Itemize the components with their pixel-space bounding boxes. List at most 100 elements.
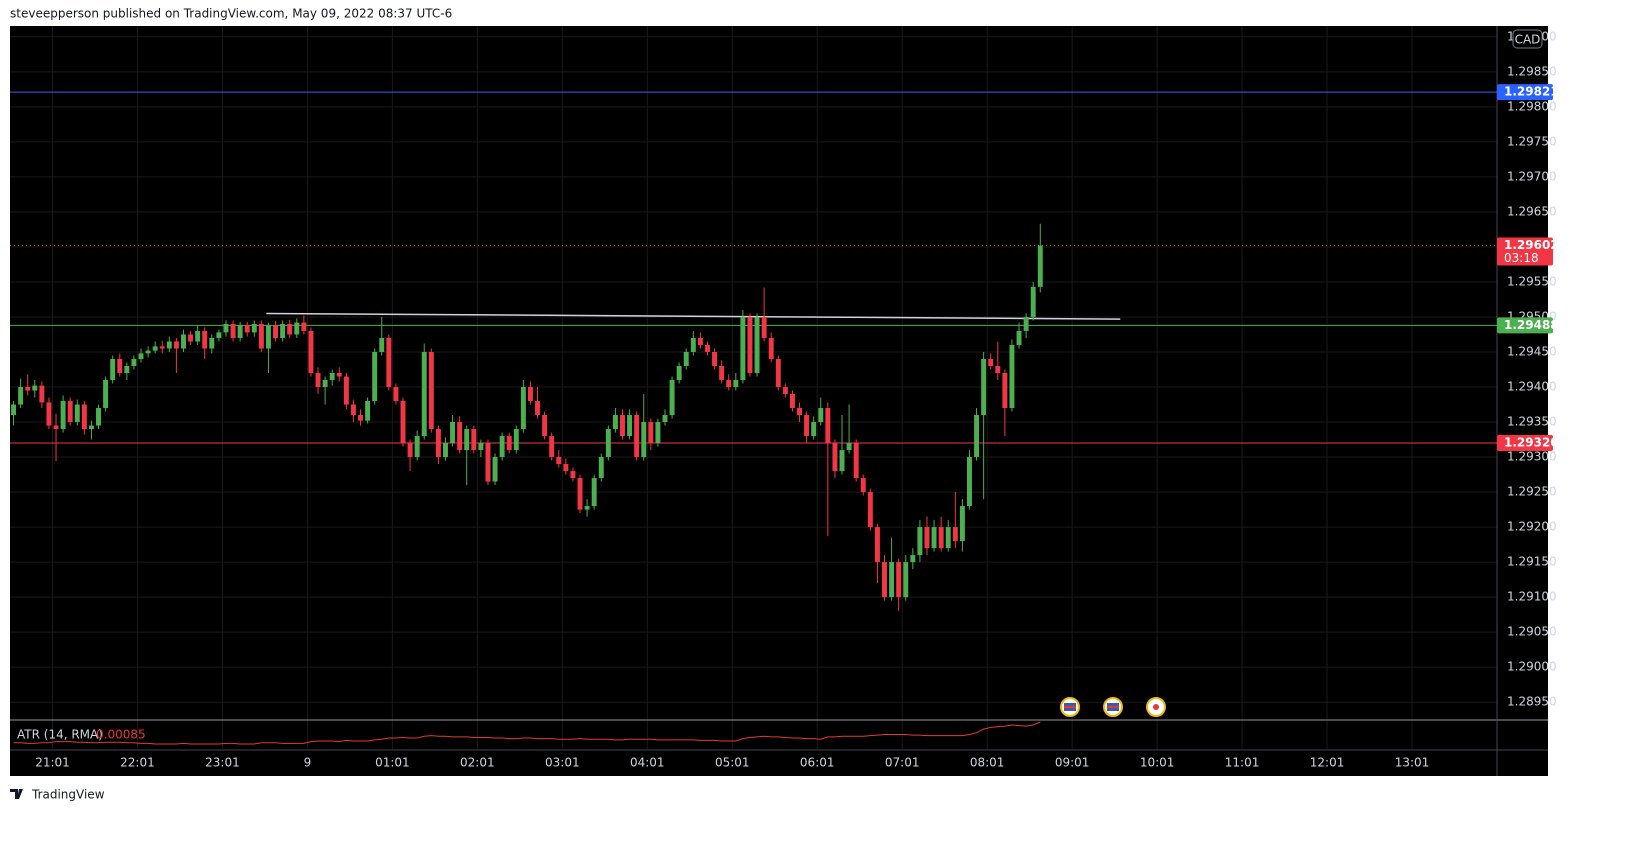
candle-body [535, 401, 541, 416]
y-tick-label: 1.29550 [1507, 274, 1557, 288]
candle-body [81, 404, 87, 430]
y-tick-label: 1.29450 [1507, 344, 1557, 358]
candle-body [400, 401, 406, 444]
candle-body [407, 443, 413, 458]
candle-body [513, 429, 519, 451]
event-icons [1060, 697, 1166, 717]
candle-body [938, 527, 944, 549]
candle-body [853, 443, 859, 479]
candle-body [428, 351, 434, 430]
candle-body [365, 401, 371, 421]
y-tick-label: 1.29250 [1507, 485, 1557, 499]
candle-body [889, 562, 895, 598]
currency: CAD [1515, 33, 1541, 47]
candle-body [549, 436, 555, 458]
candle-body [386, 337, 392, 388]
candle-body [230, 323, 236, 338]
candle-body [542, 415, 548, 437]
y-tick-label: 1.29300 [1507, 450, 1557, 464]
candle-body [839, 450, 845, 472]
candle-body [506, 436, 512, 451]
candle-body [216, 332, 222, 338]
candle-body [627, 415, 633, 437]
candle-body [117, 358, 123, 373]
candle-body [25, 387, 31, 391]
candle-body [690, 337, 696, 352]
price-badge [1497, 237, 1553, 266]
candle-body [974, 415, 980, 458]
candle-body [1023, 316, 1029, 331]
x-tick-label: 04:01 [630, 756, 665, 770]
candle-body [818, 408, 824, 423]
candle-body [280, 323, 286, 338]
candle-body [322, 380, 328, 388]
candle-body [138, 353, 144, 359]
candle-body [952, 527, 958, 542]
candle-body [527, 387, 533, 402]
x-tick-label: 10:01 [1140, 756, 1175, 770]
candle-body [103, 380, 109, 409]
currency-badge [1512, 29, 1543, 49]
candle-body [258, 323, 264, 349]
candle-body [620, 415, 625, 437]
candle-body [457, 422, 463, 451]
header: steveepperson published on TradingView.c… [10, 7, 452, 21]
candle-body [874, 527, 880, 563]
y-tick-label: 1.29150 [1507, 555, 1557, 569]
candle-body [1009, 344, 1015, 409]
price-badge [1497, 435, 1553, 452]
candle-body [704, 344, 710, 352]
candle-body [11, 404, 17, 416]
y-tick-label: 1.29000 [1507, 660, 1557, 674]
candle-body [591, 478, 597, 507]
atr-value: 0.00085 [96, 728, 146, 742]
x-tick-label: 07:01 [885, 756, 920, 770]
candle-body [995, 365, 1001, 373]
candle-body [131, 358, 137, 366]
candle-body [719, 365, 725, 381]
logo [10, 789, 23, 799]
x-tick-label: 09:01 [1055, 756, 1090, 770]
candle-body [450, 422, 456, 444]
candle-body [740, 316, 746, 381]
candle-body [754, 316, 760, 373]
candle-body [761, 316, 767, 338]
candle-body [485, 443, 491, 482]
x-tick-label: 12:01 [1310, 756, 1345, 770]
y-tick-label: 1.28950 [1507, 695, 1557, 709]
candle-body [648, 422, 654, 444]
candle-body [775, 358, 781, 388]
candle-body [910, 555, 916, 563]
candle-body [343, 376, 349, 405]
candle-body [336, 373, 342, 377]
x-tick-label: 01:01 [375, 756, 410, 770]
candle-body [46, 402, 52, 426]
candle-body [768, 337, 774, 359]
candle-body [712, 351, 718, 366]
candle-body [520, 387, 526, 430]
y-tick-label: 1.29850 [1507, 64, 1557, 78]
candle-body [789, 394, 795, 409]
candle-body [896, 562, 902, 598]
candle-body [294, 322, 300, 335]
candle-body [251, 323, 257, 333]
candle-body [308, 330, 314, 373]
candle-body [273, 325, 279, 338]
candle-body [152, 346, 158, 351]
candle-body [421, 351, 427, 437]
x-tick-label: 05:01 [715, 756, 750, 770]
candle-body [697, 337, 703, 345]
candle-body [1030, 286, 1036, 317]
candle-body [202, 330, 208, 349]
candle-body [60, 401, 66, 430]
candle-body [945, 527, 951, 549]
candle-body [315, 373, 321, 388]
candle-body [662, 415, 668, 423]
countdown: 03:18 [1504, 251, 1539, 265]
candle-body [917, 527, 923, 556]
candle-body [747, 316, 753, 373]
x-tick-label: 13:01 [1395, 756, 1430, 770]
candle-body [846, 443, 852, 451]
candle-body [931, 527, 937, 549]
candle-body [605, 429, 611, 458]
